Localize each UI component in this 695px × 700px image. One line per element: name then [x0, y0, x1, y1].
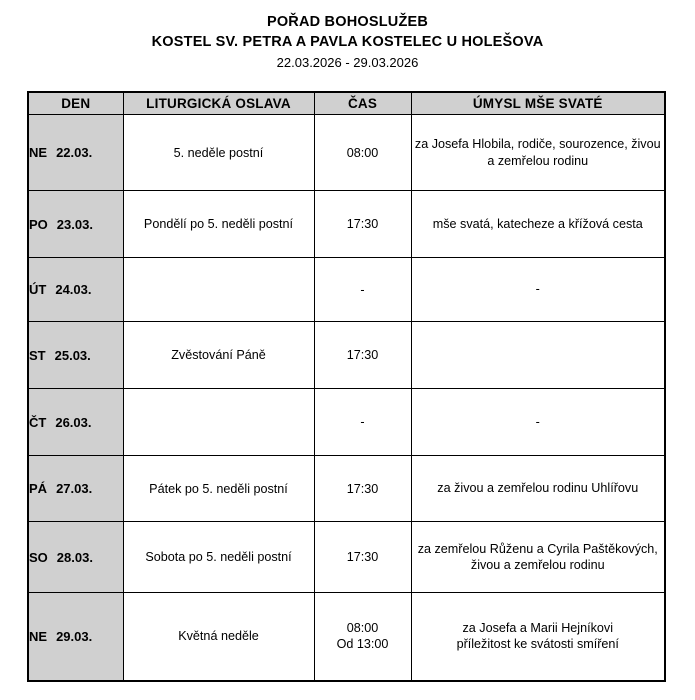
cell-time-secondary: Od 13:00 — [336, 637, 389, 652]
cell-intention-secondary: příležitost ke svátosti smíření — [456, 637, 619, 652]
cell-day: PO 23.03. — [27, 190, 124, 258]
day-date: 28.03. — [56, 549, 93, 565]
table-header: DEN LITURGICKÁ OSLAVA ČAS ÚMYSL MŠE SVAT… — [27, 91, 666, 115]
cell-intention-group: za Josefa a Marii Hejníkovi příležitost … — [410, 592, 666, 681]
cell-day: PÁ 27.03. — [27, 455, 124, 522]
table-row: PÁ 27.03. Pátek po 5. neděli postní 17:30… — [27, 455, 666, 522]
day-abbrev: ČT — [29, 414, 47, 430]
cell-day: ST 25.03. — [27, 321, 124, 389]
table-row: ST 25.03. Zvěstování Páně 17:30 — [27, 321, 666, 389]
day-abbrev: PÁ — [29, 481, 48, 496]
cell-day: ČT 26.03. — [27, 388, 124, 456]
cell-day: NE 29.03. — [27, 592, 124, 681]
table-row: NE 22.03. 5. neděle postní 08:00 za Josef… — [27, 114, 666, 191]
cell-time-primary: 08:00 — [346, 621, 379, 636]
day-abbrev: ST — [29, 347, 46, 363]
heading-title-line-1: POŘAD BOHOSLUŽEB — [266, 14, 429, 30]
day-date: 27.03. — [56, 481, 93, 496]
day-date: 22.03. — [56, 145, 93, 160]
cell-time: 17:30 — [313, 521, 412, 593]
day-abbrev: SO — [29, 549, 48, 565]
cell-intention: - — [410, 388, 666, 456]
cell-celebration: 5. neděle postní — [122, 114, 315, 191]
mass-schedule-table: DEN LITURGICKÁ OSLAVA ČAS ÚMYSL MŠE SVAT… — [27, 91, 666, 682]
heading-title-line-2: KOSTEL SV. PETRA A PAVLA KOSTELEC U HOLE… — [151, 34, 544, 50]
cell-time-group: 08:00 Od 13:00 — [313, 592, 412, 681]
column-header-umysl-mse-svate: ÚMYSL MŠE SVATÉ — [410, 91, 666, 115]
cell-intention: mše svatá, katecheze a křížová cesta — [410, 190, 666, 258]
cell-time: - — [313, 257, 412, 322]
cell-day: NE 22.03. — [27, 114, 124, 191]
day-abbrev: NE — [29, 628, 48, 644]
cell-celebration — [122, 388, 315, 456]
document-heading: POŘAD BOHOSLUŽEB KOSTEL SV. PETRA A PAVL… — [0, 13, 695, 73]
cell-intention: za Josefa Hlobila, rodiče, sourozence, ž… — [410, 114, 666, 191]
cell-intention: za zemřelou Růženu a Cyrila Paštěkových,… — [410, 521, 666, 593]
day-date: 25.03. — [54, 347, 91, 363]
cell-celebration: Sobota po 5. neděli postní — [122, 521, 315, 593]
cell-celebration: Pondělí po 5. neděli postní — [122, 190, 315, 258]
cell-day: SO 28.03. — [27, 521, 124, 593]
cell-celebration: Zvěstování Páně — [122, 321, 315, 389]
table-row: SO 28.03. Sobota po 5. neděli postní 17:3… — [27, 521, 666, 593]
day-date: 24.03. — [55, 282, 92, 297]
cell-intention-primary: za Josefa a Marii Hejníkovi — [462, 620, 614, 635]
table-header-row: DEN LITURGICKÁ OSLAVA ČAS ÚMYSL MŠE SVAT… — [27, 91, 666, 115]
day-abbrev: ÚT — [29, 282, 47, 297]
cell-time: 17:30 — [313, 190, 412, 258]
day-abbrev: NE — [29, 145, 48, 160]
table-row: PO 23.03. Pondělí po 5. neděli postní 17:… — [27, 190, 666, 258]
cell-celebration: Pátek po 5. neděli postní — [122, 455, 315, 522]
cell-day: ÚT 24.03. — [27, 257, 124, 322]
day-date: 23.03. — [56, 216, 93, 232]
cell-celebration — [122, 257, 315, 322]
cell-intention: za živou a zemřelou rodinu Uhlířovu — [410, 455, 666, 522]
day-date: 29.03. — [56, 628, 93, 644]
column-header-cas: ČAS — [313, 91, 412, 115]
column-header-den: DEN — [27, 91, 124, 115]
table-row: ÚT 24.03. - - — [27, 257, 666, 322]
day-abbrev: PO — [29, 216, 48, 232]
cell-time: - — [313, 388, 412, 456]
day-date: 26.03. — [55, 414, 92, 430]
cell-time: 08:00 — [313, 114, 412, 191]
cell-time: 17:30 — [313, 455, 412, 522]
cell-intention: - — [410, 257, 666, 322]
cell-time: 17:30 — [313, 321, 412, 389]
table-row: ČT 26.03. - - — [27, 388, 666, 456]
cell-celebration: Květná neděle — [122, 592, 315, 681]
table-body: NE 22.03. 5. neděle postní 08:00 za Josef… — [27, 114, 666, 681]
table-row: NE 29.03. Květná neděle 08:00 Od 13:00 za… — [27, 592, 666, 681]
column-header-liturgicka-oslava: LITURGICKÁ OSLAVA — [122, 91, 315, 115]
cell-intention — [410, 321, 666, 389]
heading-date-range: 22.03.2026 - 29.03.2026 — [276, 55, 419, 70]
